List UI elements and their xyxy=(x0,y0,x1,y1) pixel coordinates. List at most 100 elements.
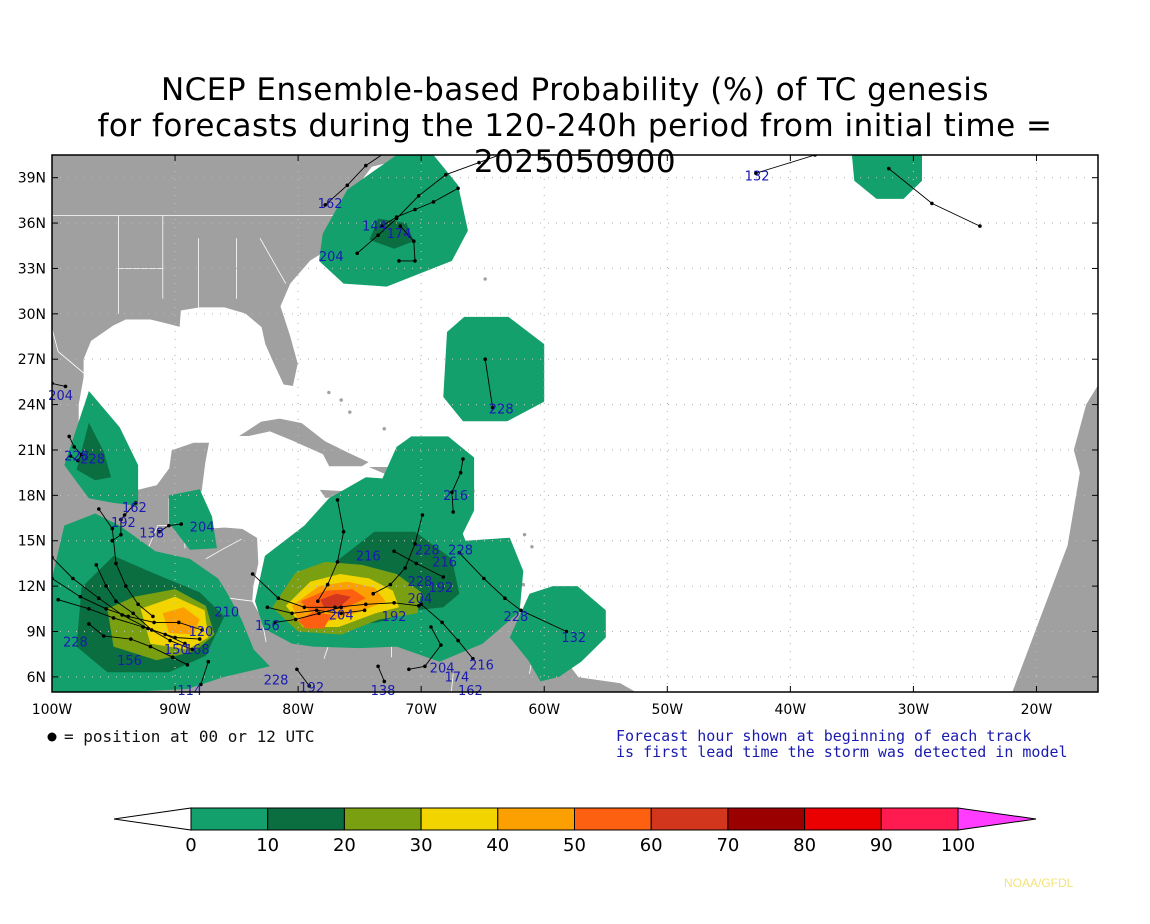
storm-track-6 xyxy=(484,359,494,408)
colorbar-label-2: 20 xyxy=(333,835,356,856)
track-position-26-3 xyxy=(148,644,153,649)
track-position-22-5 xyxy=(177,620,181,625)
track-label-9: 216 xyxy=(443,489,468,504)
track-label-21: 192 xyxy=(382,610,407,625)
island-1 xyxy=(522,532,527,537)
track-position-2-3 xyxy=(416,194,421,198)
track-position-24-5 xyxy=(168,638,172,643)
track-position-23-4 xyxy=(163,632,167,637)
track-label-29: 192 xyxy=(299,681,324,696)
track-label-14: 216 xyxy=(356,549,381,564)
prob-contour-6 xyxy=(76,422,112,481)
track-position-11-3 xyxy=(325,582,330,587)
colorbar-label-9: 90 xyxy=(870,835,893,856)
track-position-18-2 xyxy=(314,608,319,613)
track-label-3: 204 xyxy=(319,250,344,265)
prob-contour-18 xyxy=(162,607,200,635)
track-position-4-0 xyxy=(754,171,758,175)
track-position-9-1 xyxy=(458,470,463,475)
storm-track-0 xyxy=(324,155,383,206)
track-position-28-2 xyxy=(179,522,183,526)
colorbar-label-6: 60 xyxy=(640,835,663,856)
track-label-18: 228 xyxy=(407,575,432,590)
prob-contour-2 xyxy=(851,155,922,199)
lat-label: 12N xyxy=(18,579,46,595)
track-label-25: 204 xyxy=(430,661,455,676)
credit-text: NOAA/GFDL xyxy=(1004,876,1074,890)
colorbar-label-1: 10 xyxy=(256,835,279,856)
title-line-1: NCEP Ensemble-based Probability (%) of T… xyxy=(160,72,990,108)
track-position-10-3 xyxy=(388,582,393,587)
track-position-26-2 xyxy=(129,637,133,641)
storm-track-16 xyxy=(377,666,385,682)
track-label-2: 174 xyxy=(387,227,412,242)
colorbar-swatch-5 xyxy=(574,807,652,831)
map-frame xyxy=(51,154,1099,693)
track-position-17-2 xyxy=(302,605,307,610)
track-position-22-4 xyxy=(152,620,156,625)
track-position-24-0 xyxy=(94,563,99,567)
track-position-21-6 xyxy=(197,637,202,641)
border-6 xyxy=(259,238,287,284)
track-position-2-4 xyxy=(444,172,448,177)
title-line-2: for forecasts during the 120-240h period… xyxy=(97,108,1053,180)
track-position-15-1 xyxy=(439,643,443,647)
colorbar-label-8: 80 xyxy=(793,835,816,856)
track-position-27-3 xyxy=(119,532,123,537)
track-position-14-3 xyxy=(471,656,475,661)
lon-label: 60W xyxy=(528,702,560,718)
track-position-27-1 xyxy=(122,513,127,517)
track-position-25-0 xyxy=(97,507,101,511)
storm-track-20 xyxy=(296,669,310,687)
track-position-19-3 xyxy=(339,605,344,610)
track-label-15: 228 xyxy=(415,543,440,558)
track-label-16: 228 xyxy=(448,543,473,558)
track-position-26-1 xyxy=(101,634,106,638)
track-position-8-0 xyxy=(67,434,71,439)
lat-label: 9N xyxy=(27,625,46,641)
track-position-26-0 xyxy=(87,622,91,626)
lat-label: 36N xyxy=(18,216,46,232)
track-position-22-3 xyxy=(126,614,131,619)
track-position-28-0 xyxy=(157,529,161,534)
track-position-5-1 xyxy=(930,201,934,206)
track-position-13-3 xyxy=(519,608,523,613)
lat-label: 27N xyxy=(18,352,46,368)
track-label-8: 228 xyxy=(80,453,105,468)
track-position-19-2 xyxy=(317,611,321,616)
lon-label: 30W xyxy=(898,702,930,718)
track-position-1-0 xyxy=(380,224,384,228)
track-position-25-3 xyxy=(124,584,128,588)
track-position-29-1 xyxy=(199,682,203,687)
storm-tracks xyxy=(52,155,982,688)
axis-labels: 39N 36N 33N 30N 27N 24N 21N 18N 15N 12N 9N 6N 100W 90… xyxy=(18,155,1098,718)
track-label-11: 192 xyxy=(111,516,136,531)
storm-track-7 xyxy=(52,382,66,387)
storm-track-9 xyxy=(451,458,464,513)
track-position-13-4 xyxy=(564,629,569,634)
track-position-17-1 xyxy=(276,596,281,600)
lat-label: 39N xyxy=(18,171,46,187)
track-position-25-5 xyxy=(151,614,155,619)
landmass-1 xyxy=(236,417,371,468)
track-position-14-1 xyxy=(440,620,444,625)
track-position-29-0 xyxy=(206,659,211,664)
colorbar: 0 10 20 30 40 50 60 70 80 90 100 xyxy=(113,807,1037,856)
track-position-10-1 xyxy=(413,542,417,546)
track-position-8-3 xyxy=(76,458,80,463)
lon-label: 50W xyxy=(651,702,683,718)
track-position-22-6 xyxy=(200,628,204,632)
track-position-19-0 xyxy=(272,620,277,625)
track-position-25-2 xyxy=(114,561,118,566)
track-position-23-2 xyxy=(111,616,116,620)
track-position-23-1 xyxy=(87,607,91,611)
colorbar-label-3: 30 xyxy=(410,835,433,856)
track-position-11-2 xyxy=(335,560,340,564)
track-position-17-4 xyxy=(364,602,368,607)
colorbar-swatch-4 xyxy=(497,807,575,831)
track-position-28-1 xyxy=(167,523,171,528)
storm-track-19 xyxy=(274,606,342,623)
track-position-0-2 xyxy=(364,163,368,168)
track-position-3-0 xyxy=(398,224,403,228)
